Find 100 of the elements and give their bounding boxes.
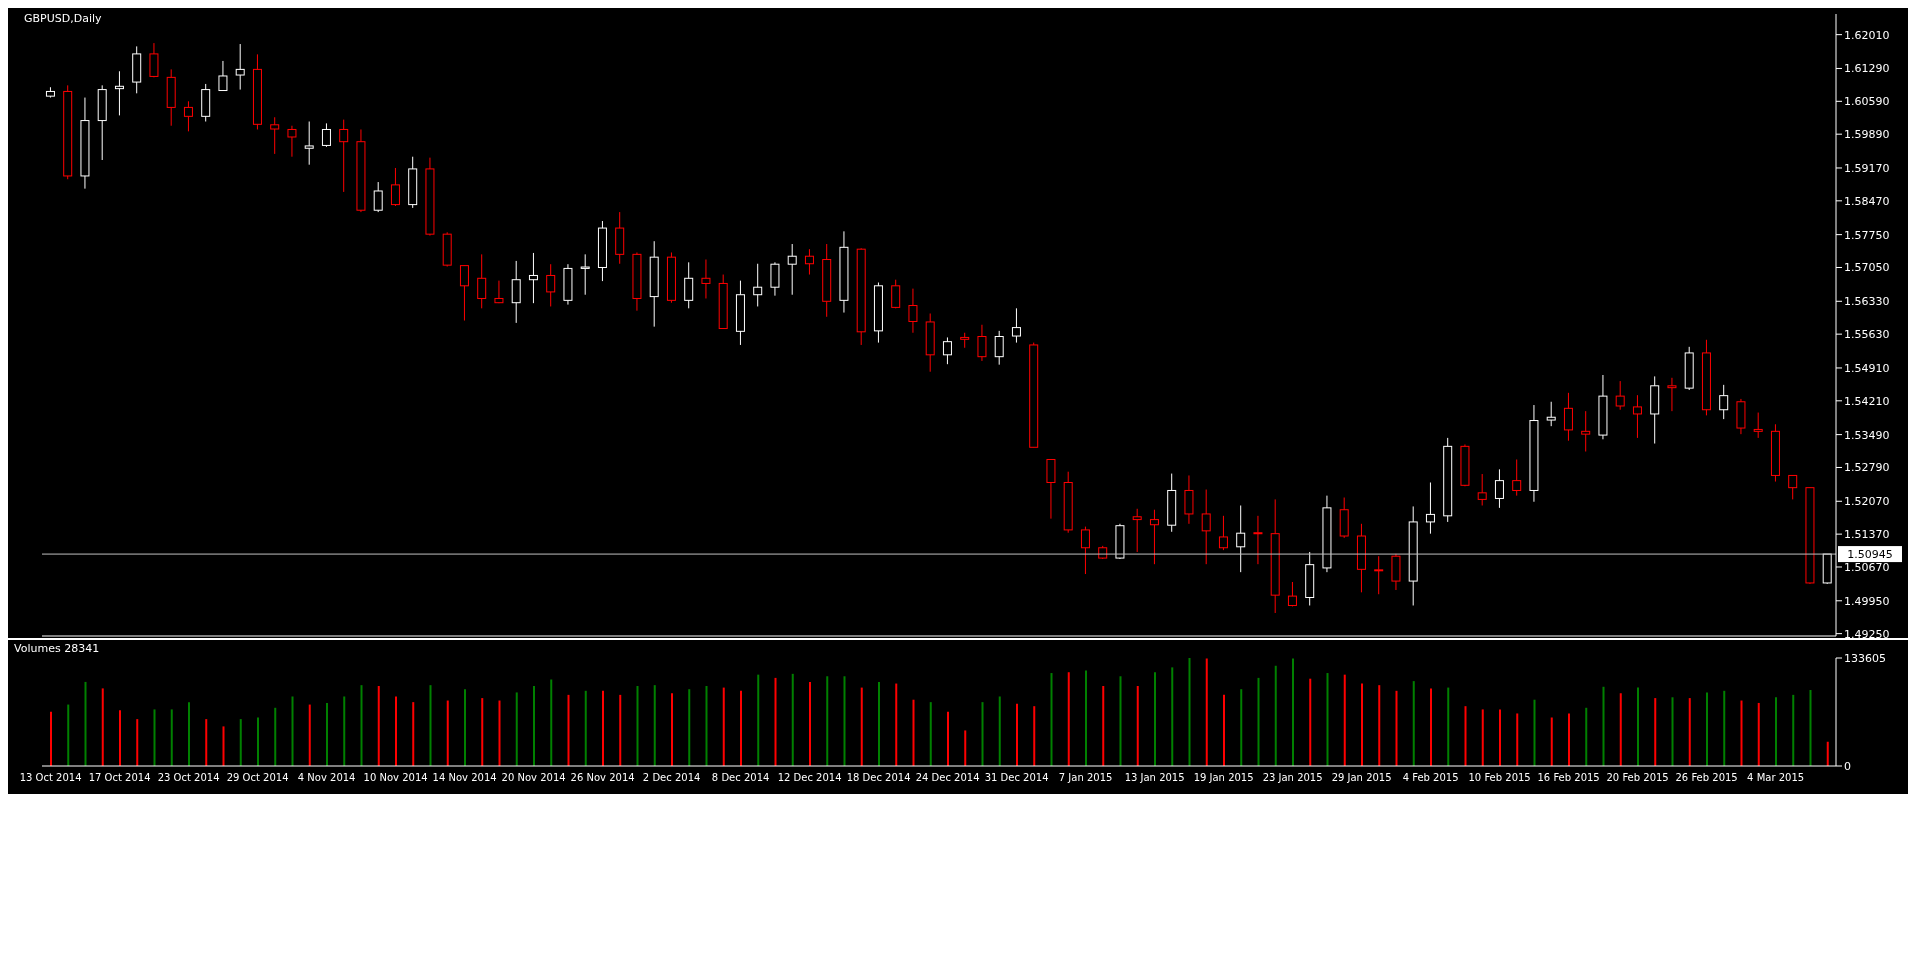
bar (498, 700, 501, 766)
x-tick-label: 26 Feb 2015 (1675, 772, 1738, 784)
bar (671, 693, 673, 766)
bar (446, 700, 449, 766)
candlestick (339, 119, 349, 193)
bar (1085, 670, 1087, 766)
bar (1292, 658, 1294, 766)
bar (1792, 694, 1795, 766)
candlestick (1425, 482, 1435, 535)
candlestick (149, 42, 159, 78)
candlestick (1132, 508, 1142, 553)
y-tick-label: 1.56330 (1844, 295, 1890, 309)
y-tick-label: 1.57050 (1844, 261, 1890, 275)
bar (67, 704, 70, 766)
bar (1809, 690, 1812, 766)
x-tick-label: 14 Nov 2014 (432, 772, 497, 784)
candlestick (390, 167, 400, 207)
candlestick (1046, 458, 1056, 520)
candlestick (1253, 515, 1263, 565)
bar (1740, 700, 1743, 766)
bar (1568, 713, 1570, 766)
x-tick-label: 12 Dec 2014 (777, 772, 842, 784)
candlestick (321, 122, 331, 148)
bar (1395, 690, 1398, 766)
bar (515, 692, 518, 766)
bar (360, 685, 363, 766)
candlestick (1494, 468, 1504, 509)
bar (981, 702, 984, 766)
x-tick-label: 4 Mar 2015 (1747, 772, 1805, 784)
candlestick (787, 243, 797, 296)
x-tick-label: 10 Feb 2015 (1468, 772, 1531, 784)
candlestick (1788, 474, 1798, 500)
bar (809, 681, 811, 766)
candlestick (235, 43, 245, 91)
x-tick-label: 16 Feb 2015 (1537, 772, 1600, 784)
x-tick-label: 23 Jan 2015 (1262, 772, 1323, 784)
bar (722, 687, 725, 766)
y-tick-label: 1.58470 (1844, 194, 1890, 208)
x-tick-label: 10 Nov 2014 (363, 772, 428, 784)
candlestick (459, 265, 469, 322)
x-tick-label: 26 Nov 2014 (570, 772, 635, 784)
bar (705, 685, 708, 766)
bar (584, 690, 587, 766)
y-tick-label: 1.51370 (1844, 528, 1890, 542)
x-tick-label: 19 Jan 2015 (1193, 772, 1254, 784)
bar (1326, 673, 1329, 766)
bar (50, 711, 52, 766)
x-tick-label: 29 Jan 2015 (1331, 772, 1392, 784)
candlestick (684, 261, 694, 309)
bar (1757, 702, 1760, 766)
candlestick (1615, 380, 1625, 411)
bar (860, 687, 863, 766)
bar (464, 689, 466, 766)
x-tick-label: 2 Dec 2014 (642, 772, 701, 784)
bar (1343, 674, 1346, 766)
bar (1412, 681, 1415, 766)
x-tick-label: 13 Oct 2014 (19, 772, 82, 784)
bar (170, 709, 173, 766)
x-tick-label: 4 Nov 2014 (297, 772, 356, 784)
bar (1775, 697, 1777, 766)
x-tick-label: 18 Dec 2014 (846, 772, 911, 784)
bar (1309, 678, 1312, 766)
candlestick (701, 259, 711, 299)
bar (239, 719, 242, 766)
x-tick-label: 31 Dec 2014 (984, 772, 1049, 784)
bar (602, 690, 604, 766)
bar (1447, 687, 1450, 766)
y-tick-label: 1.49250 (1844, 627, 1890, 641)
bar (257, 717, 259, 766)
bar (395, 696, 397, 766)
candlestick (770, 261, 780, 297)
bar (1723, 690, 1726, 766)
bar (1205, 658, 1208, 766)
bar (1619, 693, 1622, 766)
x-tick-label: 17 Oct 2014 (88, 772, 151, 784)
candlestick (1236, 505, 1246, 573)
bar (1050, 673, 1053, 766)
bar (929, 702, 932, 766)
bar (1533, 699, 1536, 766)
bar (343, 696, 346, 766)
bar (84, 681, 87, 766)
candlestick (942, 336, 952, 365)
candlestick (1287, 581, 1297, 607)
bar (326, 702, 328, 766)
candlestick (1753, 412, 1763, 439)
candlestick (994, 330, 1004, 366)
bar (1016, 703, 1018, 766)
bar (1688, 698, 1691, 766)
candlestick (511, 260, 521, 324)
candlestick (1201, 489, 1211, 565)
bar (1550, 717, 1553, 766)
y-tick-label: 1.54210 (1844, 394, 1890, 408)
candlestick (218, 60, 228, 92)
bar (1274, 665, 1277, 766)
y-tick-label: 1.52070 (1844, 495, 1890, 509)
bar (291, 696, 294, 766)
bar (481, 698, 484, 766)
y-tick-label: 1.59170 (1844, 161, 1890, 175)
bar (1188, 658, 1191, 766)
bar (1430, 688, 1432, 766)
